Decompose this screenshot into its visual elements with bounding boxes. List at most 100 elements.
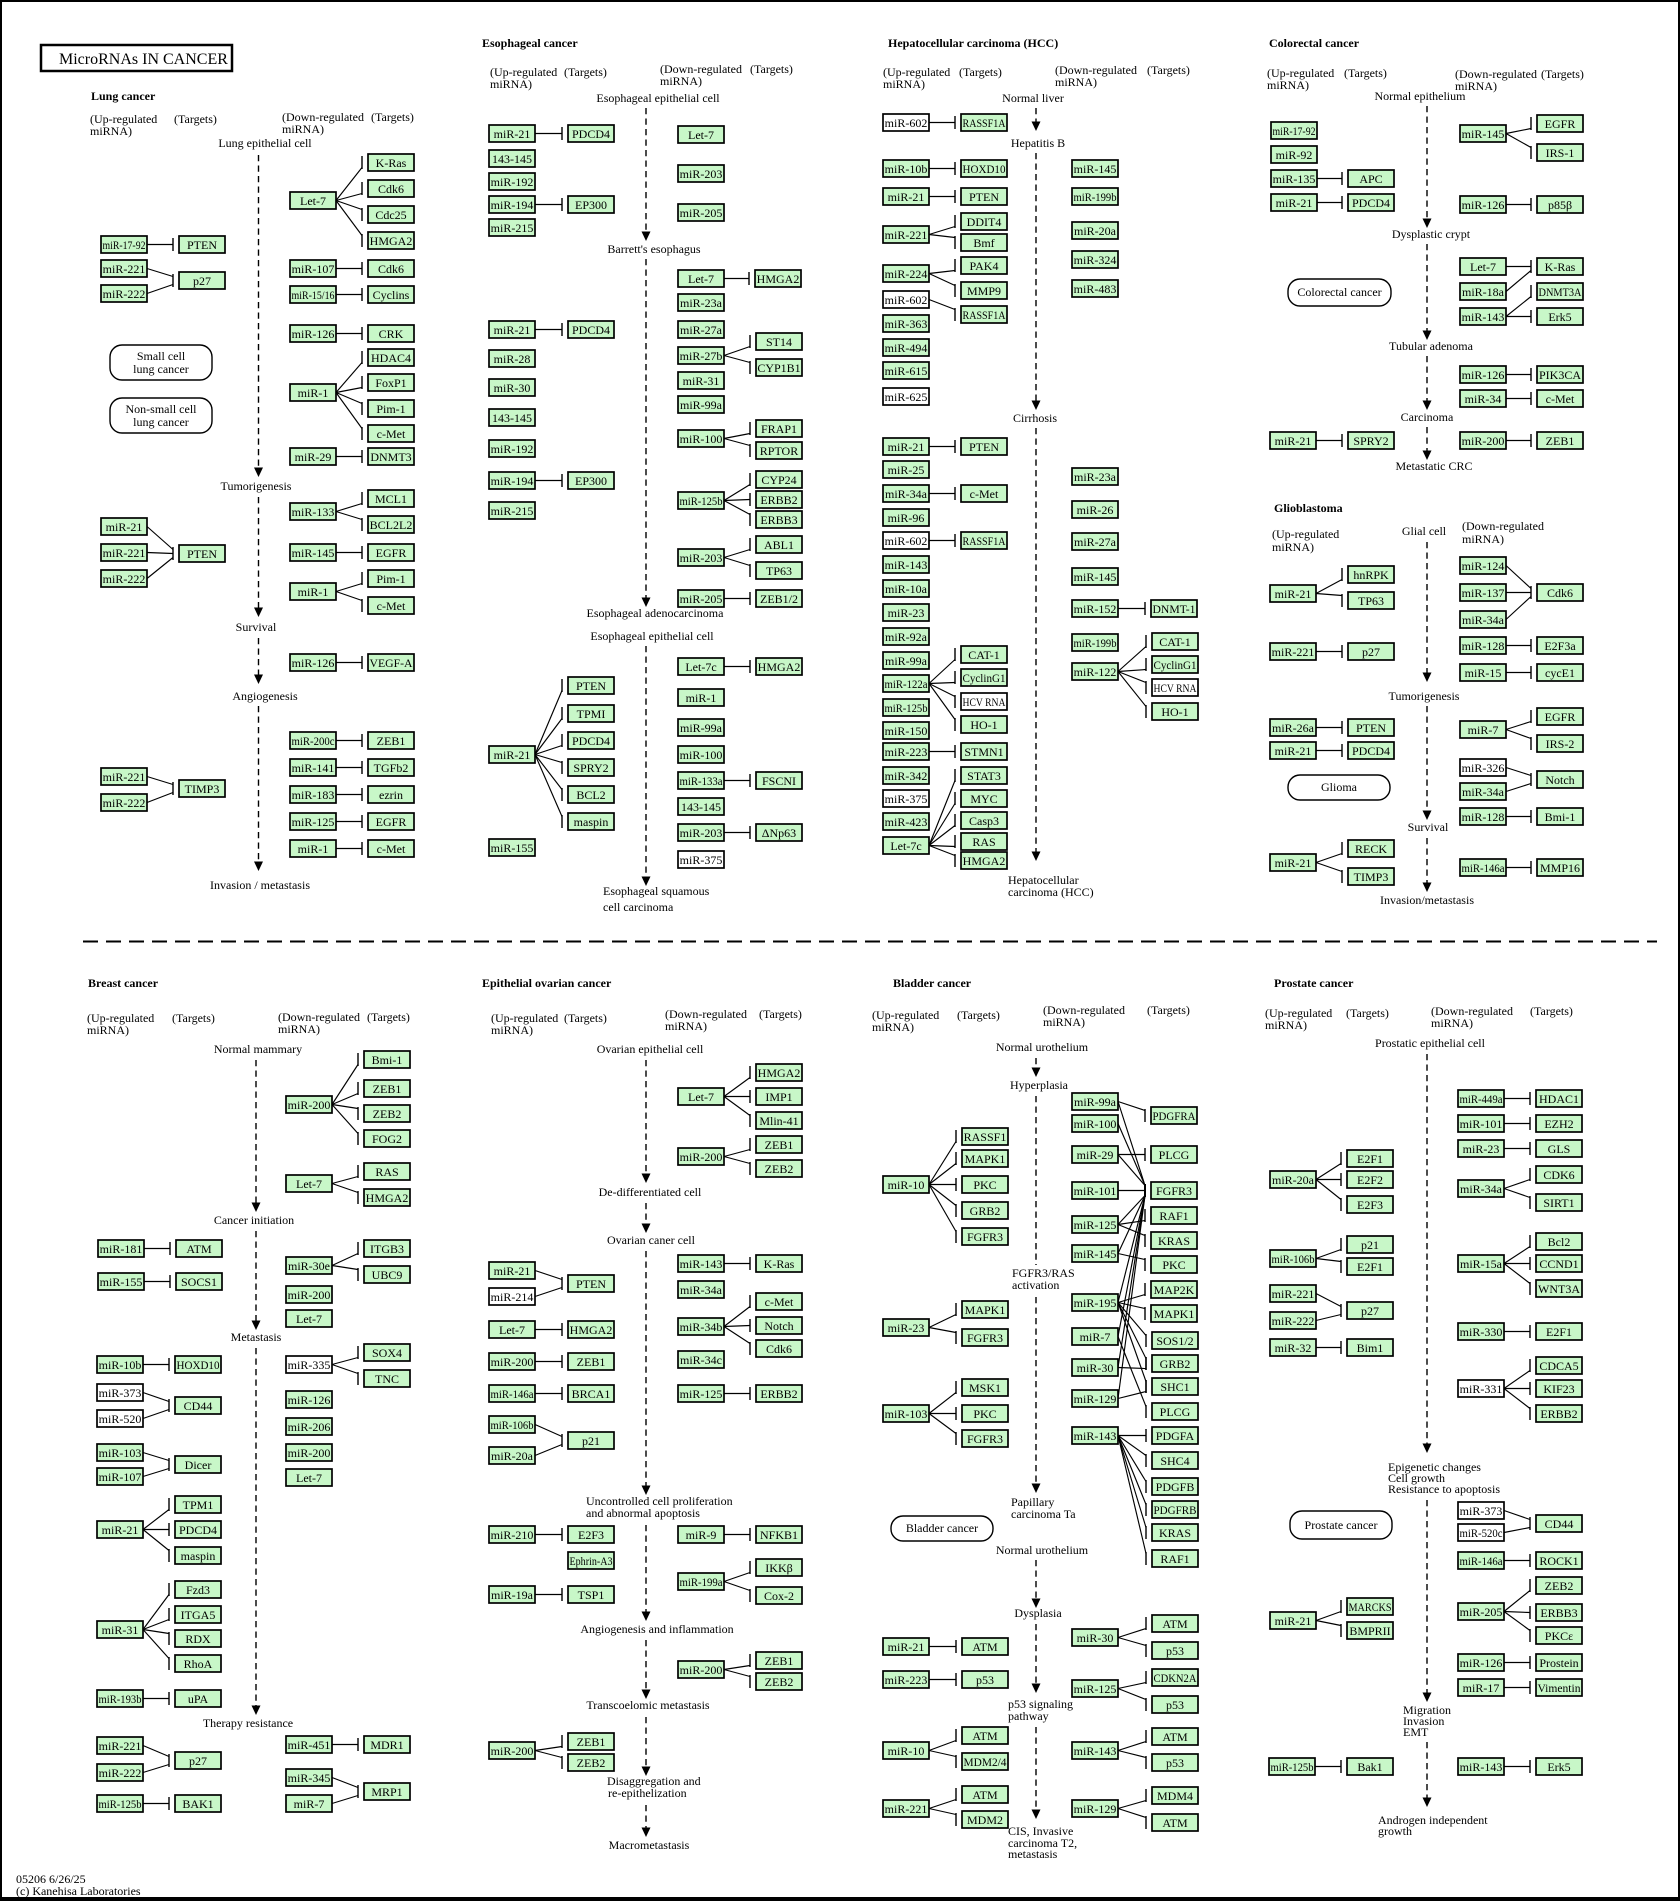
svg-text:miRNA): miRNA) xyxy=(1043,1015,1085,1029)
svg-text:Mlin-41: Mlin-41 xyxy=(759,1114,798,1128)
svg-text:Bmi-1: Bmi-1 xyxy=(372,1053,403,1067)
svg-text:miR-199b: miR-199b xyxy=(1074,190,1117,204)
svg-text:HDAC4: HDAC4 xyxy=(371,351,411,365)
svg-text:Resistance to apoptosis: Resistance to apoptosis xyxy=(1388,1482,1500,1496)
svg-text:miR-205: miR-205 xyxy=(1460,1605,1503,1619)
svg-text:p27: p27 xyxy=(189,1754,207,1768)
svg-text:miR-222: miR-222 xyxy=(103,572,146,586)
svg-text:miR-30: miR-30 xyxy=(1077,1631,1114,1645)
svg-text:Carcinoma: Carcinoma xyxy=(1401,410,1454,424)
svg-text:cell carcinoma: cell carcinoma xyxy=(603,900,674,914)
svg-text:(Down-regulated: (Down-regulated xyxy=(1055,63,1137,77)
svg-text:Let-7: Let-7 xyxy=(296,1312,322,1326)
svg-text:miR-21: miR-21 xyxy=(494,1264,531,1278)
svg-text:c-Met: c-Met xyxy=(377,599,406,613)
svg-text:miR-9: miR-9 xyxy=(686,1528,717,1542)
svg-text:miR-126: miR-126 xyxy=(1460,1656,1503,1670)
svg-text:miR-7: miR-7 xyxy=(294,1797,325,1811)
svg-text:Let-7c: Let-7c xyxy=(685,660,716,674)
svg-text:(Targets): (Targets) xyxy=(957,1008,1000,1022)
svg-text:miR-345: miR-345 xyxy=(288,1771,331,1785)
svg-text:Esophageal adenocarcinoma: Esophageal adenocarcinoma xyxy=(587,606,725,620)
svg-text:miR-103: miR-103 xyxy=(99,1446,142,1460)
svg-text:HOXD10: HOXD10 xyxy=(177,1358,220,1372)
svg-text:Let-7: Let-7 xyxy=(300,194,326,208)
svg-text:ZEB2: ZEB2 xyxy=(765,1675,794,1689)
svg-text:miR-602: miR-602 xyxy=(885,534,928,548)
svg-text:miR-34a: miR-34a xyxy=(680,1283,723,1297)
svg-text:miR-330: miR-330 xyxy=(1460,1325,1503,1339)
svg-text:Migration: Migration xyxy=(1403,1703,1451,1717)
svg-text:miR-205: miR-205 xyxy=(680,206,723,220)
svg-text:FGFR3: FGFR3 xyxy=(967,1432,1003,1446)
svg-text:HCV RNA: HCV RNA xyxy=(963,695,1006,709)
svg-text:miR-101: miR-101 xyxy=(1460,1117,1503,1131)
svg-text:miR-27a: miR-27a xyxy=(680,323,723,337)
svg-text:(Up-regulated: (Up-regulated xyxy=(87,1011,154,1025)
svg-text:WNT3A: WNT3A xyxy=(1538,1282,1580,1296)
svg-text:MDM4: MDM4 xyxy=(1157,1789,1193,1803)
svg-text:PDCD4: PDCD4 xyxy=(1352,196,1390,210)
svg-text:miR-101: miR-101 xyxy=(1074,1184,1117,1198)
svg-text:Cdk6: Cdk6 xyxy=(1547,586,1573,600)
svg-text:MMP9: MMP9 xyxy=(967,284,1001,298)
svg-text:Disaggregation and: Disaggregation and xyxy=(607,1774,701,1788)
svg-text:miR-203: miR-203 xyxy=(680,167,723,181)
svg-text:Vimentin: Vimentin xyxy=(1538,1681,1581,1695)
svg-text:p85β: p85β xyxy=(1548,198,1572,212)
svg-text:Normal liver: Normal liver xyxy=(1002,91,1064,105)
svg-text:E2F1: E2F1 xyxy=(1546,1325,1572,1339)
svg-text:miR-183: miR-183 xyxy=(292,788,335,802)
svg-text:MicroRNAs IN CANCER: MicroRNAs IN CANCER xyxy=(59,51,228,68)
svg-text:(Down-regulated: (Down-regulated xyxy=(665,1007,747,1021)
svg-text:Hepatitis B: Hepatitis B xyxy=(1011,136,1065,150)
svg-text:miR-21: miR-21 xyxy=(888,440,925,454)
svg-text:miR-106b: miR-106b xyxy=(491,1418,534,1432)
svg-text:miR-449a: miR-449a xyxy=(1460,1092,1504,1106)
svg-text:(Targets): (Targets) xyxy=(564,1011,607,1025)
svg-text:EP300: EP300 xyxy=(575,198,607,212)
svg-text:Ephrin-A3: Ephrin-A3 xyxy=(570,1554,613,1568)
svg-text:Dicer: Dicer xyxy=(185,1458,212,1472)
svg-text:RASSF1A: RASSF1A xyxy=(963,116,1006,130)
svg-text:SPRY2: SPRY2 xyxy=(1353,434,1388,448)
svg-text:miR-10b: miR-10b xyxy=(885,162,928,176)
svg-text:miR-135: miR-135 xyxy=(1273,172,1316,186)
svg-text:KRAS: KRAS xyxy=(1159,1526,1191,1540)
svg-text:miR-1: miR-1 xyxy=(298,842,329,856)
svg-text:Bim1: Bim1 xyxy=(1357,1341,1384,1355)
svg-text:CyclinG1: CyclinG1 xyxy=(1154,658,1197,672)
svg-text:miR-18a: miR-18a xyxy=(1462,285,1505,299)
svg-text:Colorectal cancer: Colorectal cancer xyxy=(1297,285,1381,299)
svg-text:ATM: ATM xyxy=(1162,1816,1188,1830)
svg-text:Androgen independent: Androgen independent xyxy=(1378,1813,1488,1827)
svg-text:miR-20a: miR-20a xyxy=(1272,1173,1315,1187)
svg-text:ERBB2: ERBB2 xyxy=(760,493,797,507)
svg-text:Let-7c: Let-7c xyxy=(890,839,921,853)
svg-text:Bladder cancer: Bladder cancer xyxy=(906,1521,978,1535)
svg-text:PLCG: PLCG xyxy=(1159,1148,1190,1162)
svg-text:SPRY2: SPRY2 xyxy=(573,761,608,775)
svg-text:miR-34a: miR-34a xyxy=(1462,785,1505,799)
svg-text:Let-7: Let-7 xyxy=(688,128,714,142)
svg-text:IRS-2: IRS-2 xyxy=(1546,737,1575,751)
svg-text:miR-21: miR-21 xyxy=(888,1640,925,1654)
svg-text:c-Met: c-Met xyxy=(765,1295,794,1309)
svg-text:(Up-regulated: (Up-regulated xyxy=(1265,1006,1332,1020)
svg-text:PTEN: PTEN xyxy=(187,547,217,561)
svg-text:RAF1: RAF1 xyxy=(1160,1552,1189,1566)
svg-text:(Down-regulated: (Down-regulated xyxy=(278,1010,360,1024)
svg-text:CCND1: CCND1 xyxy=(1539,1257,1578,1271)
svg-text:HMGA2: HMGA2 xyxy=(570,1323,613,1337)
svg-text:miR-100: miR-100 xyxy=(1074,1117,1117,1131)
svg-text:miR-34a: miR-34a xyxy=(885,487,928,501)
svg-text:Pim-1: Pim-1 xyxy=(376,402,405,416)
svg-text:E2F1: E2F1 xyxy=(1357,1152,1383,1166)
svg-text:RECK: RECK xyxy=(1355,842,1387,856)
svg-text:MDR1: MDR1 xyxy=(370,1738,403,1752)
svg-text:05206 6/26/25: 05206 6/26/25 xyxy=(16,1872,86,1886)
svg-text:miR-21: miR-21 xyxy=(494,748,531,762)
svg-text:miR-133a: miR-133a xyxy=(680,774,724,788)
svg-text:PDCD4: PDCD4 xyxy=(572,734,610,748)
svg-text:MCL1: MCL1 xyxy=(375,492,407,506)
